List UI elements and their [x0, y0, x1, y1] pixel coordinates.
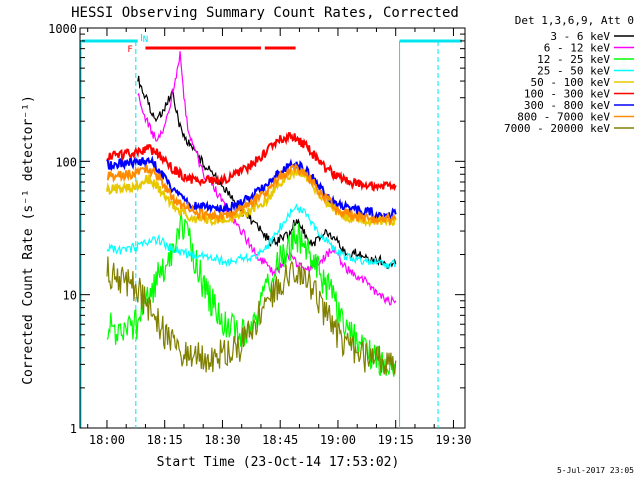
timestamp: 5-Jul-2017 23:05 [557, 466, 634, 475]
y-tick-label: 100 [55, 155, 77, 169]
legend-entry-label: 300 - 800 keV [524, 99, 610, 112]
x-tick-label: 19:00 [320, 433, 356, 447]
plot-frame [79, 27, 466, 429]
chart-title: HESSI Observing Summary Count Rates, Cor… [71, 5, 459, 21]
legend-entry-label: 3 - 6 keV [550, 30, 610, 43]
y-tick-label: 1 [70, 422, 77, 436]
y-tick-label: 1000 [48, 22, 77, 36]
legend-header: Det 1,3,6,9, Att 0 [515, 14, 634, 27]
legend-entry-label: 800 - 7000 keV [517, 111, 610, 124]
y-axis-label: Corrected Count Rate (s⁻¹ detector⁻¹) [21, 95, 36, 385]
series-line-6 [106, 132, 397, 192]
legend-entry-label: 7000 - 20000 keV [504, 122, 610, 135]
night-flag-label: N [143, 35, 148, 45]
x-tick-label: 18:45 [262, 433, 298, 447]
series-line-3 [106, 211, 396, 377]
series-line-1 [137, 75, 397, 269]
flare-flag-label: F [127, 45, 132, 55]
legend-entry-label: 6 - 12 keV [544, 42, 611, 55]
axes: 18:00 18:15 18:30 18:45 19:00 19:15 19:30 1 10 10… [48, 22, 471, 447]
observing-flags: FN [80, 34, 462, 428]
series-line-7 [106, 155, 397, 221]
legend-entry-label: 12 - 25 keV [537, 53, 610, 66]
x-tick-label: 18:30 [204, 433, 240, 447]
series-group [106, 51, 397, 377]
y-tick-label: 10 [63, 289, 77, 303]
legend-entry-label: 100 - 300 keV [524, 88, 610, 101]
series-line-2 [137, 51, 397, 306]
legend-entry-label: 50 - 100 keV [531, 76, 611, 89]
x-tick-label: 19:30 [435, 433, 471, 447]
x-tick-label: 18:00 [89, 433, 125, 447]
plot-border [79, 27, 466, 429]
x-tick-label: 19:15 [378, 433, 414, 447]
series-line-9 [106, 256, 397, 375]
x-axis-label: Start Time (23-Oct-14 17:53:02) [157, 455, 400, 470]
series-line-8 [106, 162, 397, 227]
x-tick-label: 18:15 [147, 433, 183, 447]
legend-entry-label: 25 - 50 keV [537, 65, 610, 78]
series-line-4 [106, 203, 397, 270]
